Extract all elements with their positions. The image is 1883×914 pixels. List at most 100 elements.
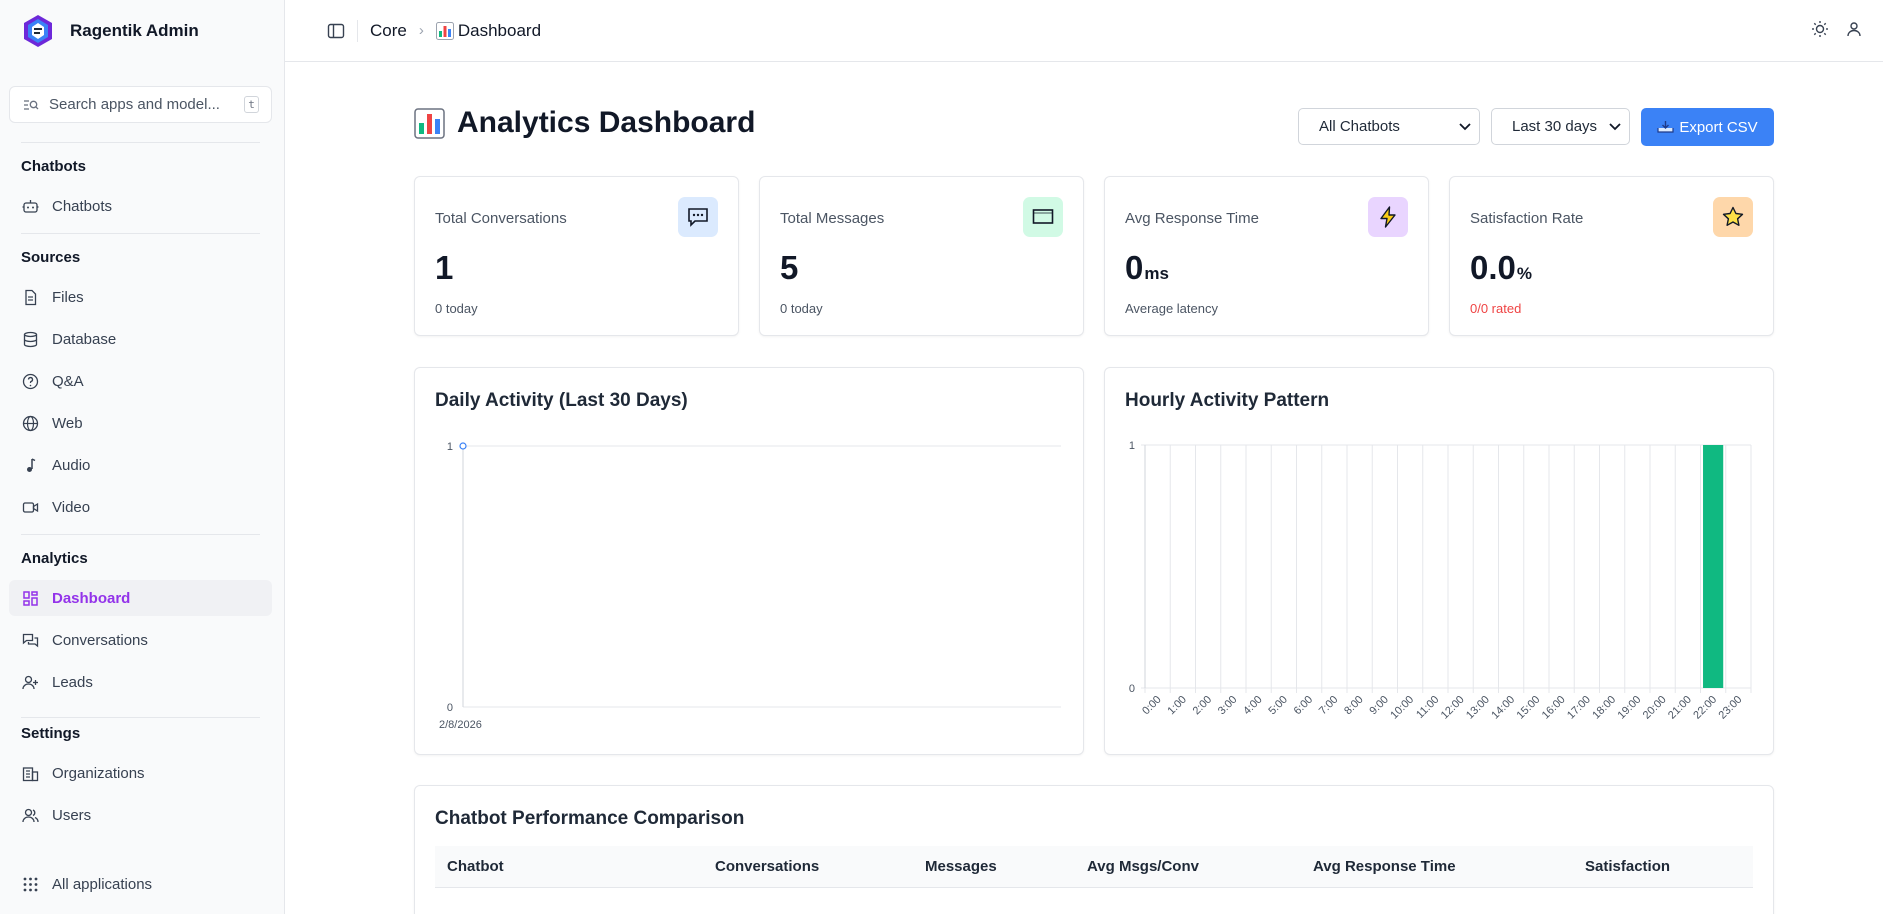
user-plus-icon	[22, 675, 38, 689]
download-tray-icon	[1657, 121, 1674, 133]
search-placeholder: Search apps and model...	[49, 96, 220, 113]
stat-subtext: 0 today	[780, 301, 823, 316]
stat-value: 0ms	[1125, 249, 1169, 287]
stat-card-total-messages: Total Messages 5 0 today	[759, 176, 1084, 336]
sidebar-item-label: Video	[52, 498, 91, 516]
stat-value: 0.0%	[1470, 249, 1532, 287]
stat-icon-box	[1713, 197, 1753, 237]
x-tick-label: 7:00	[1317, 694, 1341, 718]
x-tick-label: 23:00	[1717, 694, 1745, 722]
sidebar-item-label: Files	[52, 288, 84, 306]
date-range-select[interactable]: Last 30 days	[1491, 108, 1630, 145]
chatbot-filter-select[interactable]: All Chatbots	[1298, 108, 1480, 145]
building-icon	[22, 766, 39, 781]
x-tick-label: 20:00	[1641, 694, 1669, 722]
stat-card-total-conversations: Total Conversations 1 0 today	[414, 176, 739, 336]
sidebar-item-qa[interactable]: Q&A	[9, 363, 272, 399]
section-title-sources: Sources	[21, 249, 81, 266]
sidebar-item-label: Web	[52, 414, 83, 432]
column-header[interactable]: Conversations	[715, 858, 820, 875]
x-tick-label: 13:00	[1464, 694, 1492, 722]
bar	[1703, 445, 1724, 688]
date-range-value: Last 30 days	[1512, 118, 1598, 135]
daily-activity-chart: 0 1 2/8/2026	[439, 441, 1061, 731]
x-tick-label: 22:00	[1691, 694, 1719, 722]
export-csv-label: Export CSV	[1679, 118, 1758, 136]
hourly-activity-card: Hourly Activity Pattern 0 1 0:00 1:00 2:00 3:…	[1104, 367, 1774, 755]
stat-number: 0	[1125, 249, 1144, 286]
column-header[interactable]: Messages	[925, 858, 997, 875]
daily-activity-card: Daily Activity (Last 30 Days) 0 1 2/8/2026	[414, 367, 1084, 755]
sun-icon[interactable]	[1811, 20, 1829, 38]
x-tick-label: 10:00	[1388, 694, 1416, 722]
stat-number: 1	[435, 249, 454, 286]
export-csv-button[interactable]: Export CSV	[1641, 108, 1774, 146]
sidebar-divider	[21, 142, 260, 143]
x-tick-label: 0:00	[1140, 694, 1164, 718]
breadcrumb-core[interactable]: Core	[370, 20, 407, 40]
column-header[interactable]: Avg Msgs/Conv	[1087, 858, 1199, 875]
star-icon	[1722, 206, 1744, 226]
sidebar-item-database[interactable]: Database	[9, 321, 272, 357]
stat-subtext: 0 today	[435, 301, 478, 316]
search-shortcut: t	[244, 96, 259, 113]
x-tick-label: 8:00	[1342, 694, 1366, 718]
x-tick-label: 16:00	[1540, 694, 1568, 722]
column-header[interactable]: Satisfaction	[1585, 858, 1671, 875]
table-header: Chatbot Conversations Messages Avg Msgs/…	[435, 846, 1753, 888]
x-tick-label: 19:00	[1616, 694, 1644, 722]
sidebar-item-dashboard[interactable]: Dashboard	[9, 580, 272, 616]
performance-title: Chatbot Performance Comparison	[435, 808, 745, 829]
chevron-down-icon	[1459, 123, 1471, 131]
topbar-divider	[357, 19, 358, 42]
grid-icon	[23, 877, 38, 891]
chevron-down-icon	[1609, 123, 1621, 131]
sidebar-item-organizations[interactable]: Organizations	[9, 755, 272, 791]
x-tick-label: 18:00	[1590, 694, 1618, 722]
column-header[interactable]: Avg Response Time	[1313, 858, 1456, 875]
stat-icon-box	[1023, 197, 1063, 237]
all-applications-link[interactable]: All applications	[9, 866, 272, 902]
column-header[interactable]: Chatbot	[447, 858, 504, 875]
chatbot-filter-value: All Chatbots	[1319, 118, 1400, 135]
sidebar-item-conversations[interactable]: Conversations	[9, 622, 272, 658]
sidebar-item-label: Conversations	[52, 631, 148, 649]
sidebar-item-users[interactable]: Users	[9, 797, 272, 833]
x-tick-label: 5:00	[1266, 694, 1290, 718]
x-tick-label: 15:00	[1515, 694, 1543, 722]
sidebar-item-video[interactable]: Video	[9, 489, 272, 525]
sidebar-item-label: Users	[52, 806, 92, 824]
stat-number: 0.0	[1470, 249, 1516, 286]
all-applications-label: All applications	[52, 875, 153, 893]
chart-title: Daily Activity (Last 30 Days)	[435, 390, 688, 411]
sidebar-item-label: Q&A	[52, 372, 84, 390]
bar-chart-emoji-icon	[435, 21, 454, 40]
x-tick-label: 12:00	[1439, 694, 1467, 722]
dashboard-icon	[23, 590, 38, 606]
brand[interactable]: Ragentik Admin	[0, 0, 284, 61]
sidebar-item-audio[interactable]: Audio	[9, 447, 272, 483]
sidebar-item-leads[interactable]: Leads	[9, 664, 272, 700]
y-tick-label: 0	[1129, 683, 1135, 695]
x-tick-label: 1:00	[1165, 694, 1189, 718]
sidebar-item-files[interactable]: Files	[9, 279, 272, 315]
stat-label: Avg Response Time	[1125, 210, 1259, 227]
sidebar-toggle-icon[interactable]	[327, 22, 345, 40]
sidebar-item-chatbots[interactable]: Chatbots	[9, 188, 272, 224]
sidebar-item-web[interactable]: Web	[9, 405, 272, 441]
x-tick-label: 17:00	[1565, 694, 1593, 722]
stat-unit: ms	[1144, 264, 1169, 283]
breadcrumb: Core › Dashboard	[370, 21, 541, 41]
performance-table: Chatbot Conversations Messages Avg Msgs/…	[435, 846, 1753, 888]
stat-subtext: Average latency	[1125, 301, 1218, 316]
sidebar-divider	[21, 233, 260, 234]
search-input[interactable]: Search apps and model... t	[9, 86, 272, 123]
stat-icon-box	[678, 197, 718, 237]
data-point	[459, 442, 467, 450]
user-icon[interactable]	[1845, 20, 1863, 38]
x-tick-label: 14:00	[1489, 694, 1517, 722]
breadcrumb-current: Dashboard	[457, 20, 542, 40]
section-title-chatbots: Chatbots	[21, 158, 86, 175]
x-tick-label: 3:00	[1216, 694, 1240, 718]
sidebar-item-label: Organizations	[52, 764, 145, 782]
